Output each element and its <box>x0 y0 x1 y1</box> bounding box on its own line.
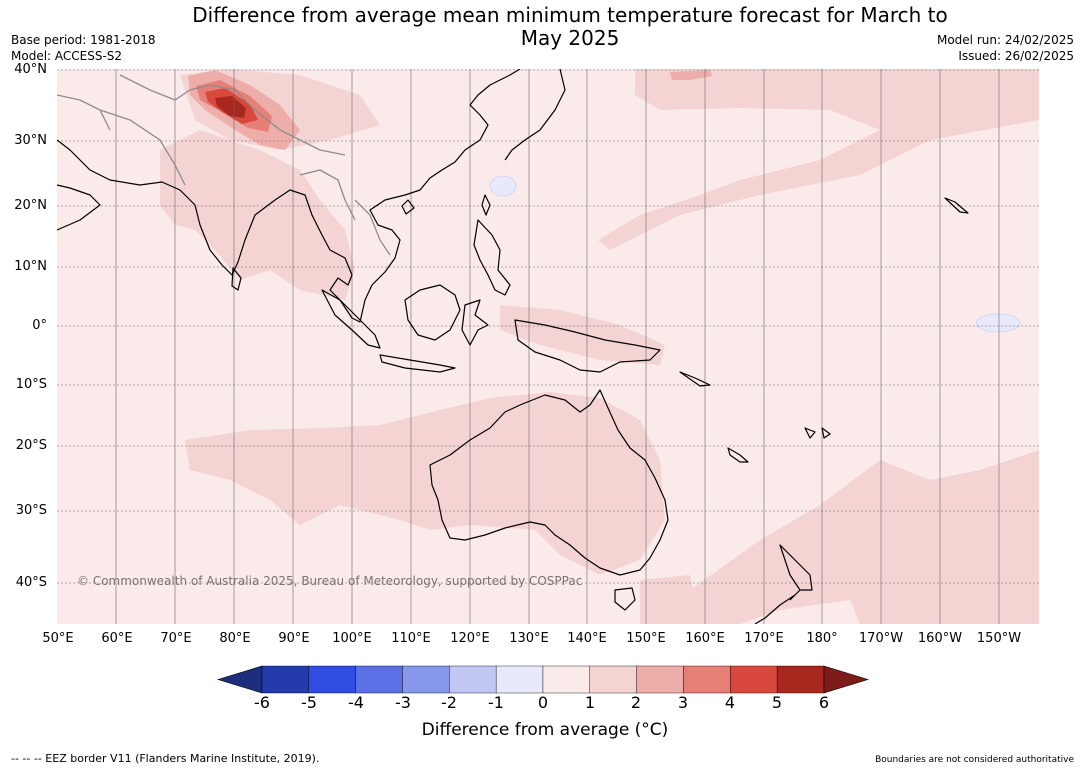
anomaly-region-tasman <box>640 575 700 624</box>
lon-label: 120°E <box>450 631 490 646</box>
colorbar-tick: -6 <box>254 693 270 712</box>
anomaly-region-north-pacific <box>598 69 1039 250</box>
anomaly-region-india <box>160 130 355 300</box>
colorbar-extend-high <box>823 665 869 694</box>
colorbar-segment <box>402 665 450 694</box>
colorbar-extend-low <box>216 665 263 694</box>
colorbar-tick: 2 <box>630 693 642 712</box>
lon-label: 60°E <box>101 631 133 646</box>
coast-new-zealand-north <box>779 544 813 591</box>
colorbar-tick: 0 <box>537 693 549 712</box>
lat-label: 0° <box>32 318 47 333</box>
map <box>57 69 1039 624</box>
colorbar-tick: 3 <box>677 693 689 712</box>
coast-solomons <box>679 371 711 387</box>
coast-borneo <box>404 284 461 341</box>
model-name: Model: ACCESS-S2 <box>11 49 123 63</box>
coast-new-zealand-south <box>754 589 801 624</box>
meta-left: Base period: 1981-2018 Model: ACCESS-S2 <box>11 32 156 64</box>
lat-label: 30°S <box>15 503 47 518</box>
colorbar-tick: 5 <box>771 693 783 712</box>
coast-new-guinea <box>514 319 661 373</box>
country-borders <box>57 74 391 256</box>
colorbar-tick: -4 <box>348 693 364 712</box>
colorbar-segment <box>636 665 684 694</box>
colorbar-tick: -5 <box>301 693 317 712</box>
coast-sumatra <box>321 289 381 349</box>
lon-label: 150°E <box>626 631 666 646</box>
graticule <box>57 69 1039 624</box>
coast-hawaii <box>944 197 969 214</box>
lon-label: 170°E <box>744 631 784 646</box>
lon-label: 80°E <box>219 631 251 646</box>
anomaly-region-australia <box>185 392 665 575</box>
coastlines <box>57 69 969 624</box>
coast-asia-mainland <box>57 69 521 323</box>
anomaly-hotspot-core <box>215 96 246 118</box>
lon-label: 100°E <box>332 631 372 646</box>
coast-australia <box>429 389 669 576</box>
colorbar-segment <box>308 665 356 694</box>
map-title: Difference from average mean minimum tem… <box>192 3 948 50</box>
lon-label: 130°E <box>509 631 549 646</box>
lat-label: 10°N <box>14 259 47 274</box>
coast-japan <box>504 69 566 161</box>
coast-philippines <box>473 219 511 296</box>
lat-label: 20°N <box>14 198 47 213</box>
colorbar-tick: 4 <box>724 693 736 712</box>
lat-label: 20°S <box>15 438 47 453</box>
colorbar-segment <box>355 665 403 694</box>
lon-label: 70°E <box>160 631 192 646</box>
anomaly-negative-philippine-sea <box>489 175 517 197</box>
anomaly-negative-central-pacific <box>975 313 1021 333</box>
colorbar-segment <box>589 665 637 694</box>
colorbar-segment <box>730 665 778 694</box>
colorbar-segment <box>776 665 825 694</box>
base-period: Base period: 1981-2018 <box>11 33 156 47</box>
anomaly-region-south-pacific <box>690 450 1039 624</box>
colorbar-segment <box>261 665 310 694</box>
colorbar-tick: -3 <box>395 693 411 712</box>
lon-label: 150°W <box>976 631 1022 646</box>
colorbar-tick: 1 <box>584 693 596 712</box>
coast-tasmania <box>614 587 636 611</box>
anomaly-region-small-east <box>670 70 712 80</box>
colorbar-tick: -1 <box>488 693 504 712</box>
colorbar-segment <box>449 665 497 694</box>
colorbar-segment <box>683 665 731 694</box>
colorbar-tick: -2 <box>441 693 457 712</box>
copyright-notice: © Commonwealth of Australia 2025, Bureau… <box>77 574 583 588</box>
lon-label: 90°E <box>278 631 310 646</box>
lon-label: 110°E <box>391 631 431 646</box>
lon-label: 170°W <box>858 631 904 646</box>
coast-taiwan <box>481 194 491 216</box>
anomaly-region-png <box>500 305 665 365</box>
lat-label: 40°N <box>14 62 47 77</box>
colorbar-segment <box>495 665 544 694</box>
colorbar-segment <box>542 665 591 694</box>
coast-sulawesi <box>461 299 489 346</box>
lon-label: 160°W <box>917 631 963 646</box>
lon-label: 160°E <box>685 631 725 646</box>
coast-hainan <box>401 199 415 215</box>
coast-arabia <box>57 184 101 231</box>
coast-sri-lanka <box>231 267 242 291</box>
issued-date: Issued: 26/02/2025 <box>958 49 1074 63</box>
coast-fiji <box>804 427 831 439</box>
eez-border-note: -- -- -- EEZ border V11 (Flanders Marine… <box>11 752 320 765</box>
lon-label: 50°E <box>42 631 74 646</box>
colorbar-tick: 6 <box>818 693 830 712</box>
lon-label: 140°E <box>567 631 607 646</box>
model-run: Model run: 24/02/2025 <box>936 33 1074 47</box>
lat-label: 10°S <box>15 377 47 392</box>
boundaries-disclaimer: Boundaries are not considered authoritat… <box>875 755 1074 765</box>
coast-java <box>379 354 456 373</box>
lat-label: 30°N <box>14 133 47 148</box>
meta-right: Model run: 24/02/2025 Issued: 26/02/2025 <box>937 32 1074 64</box>
lat-label: 40°S <box>15 575 47 590</box>
lon-label: 180° <box>806 631 838 646</box>
colorbar-label: Difference from average (°C) <box>421 720 669 740</box>
colorbar-segments <box>216 665 869 694</box>
coast-new-caledonia <box>727 447 749 463</box>
